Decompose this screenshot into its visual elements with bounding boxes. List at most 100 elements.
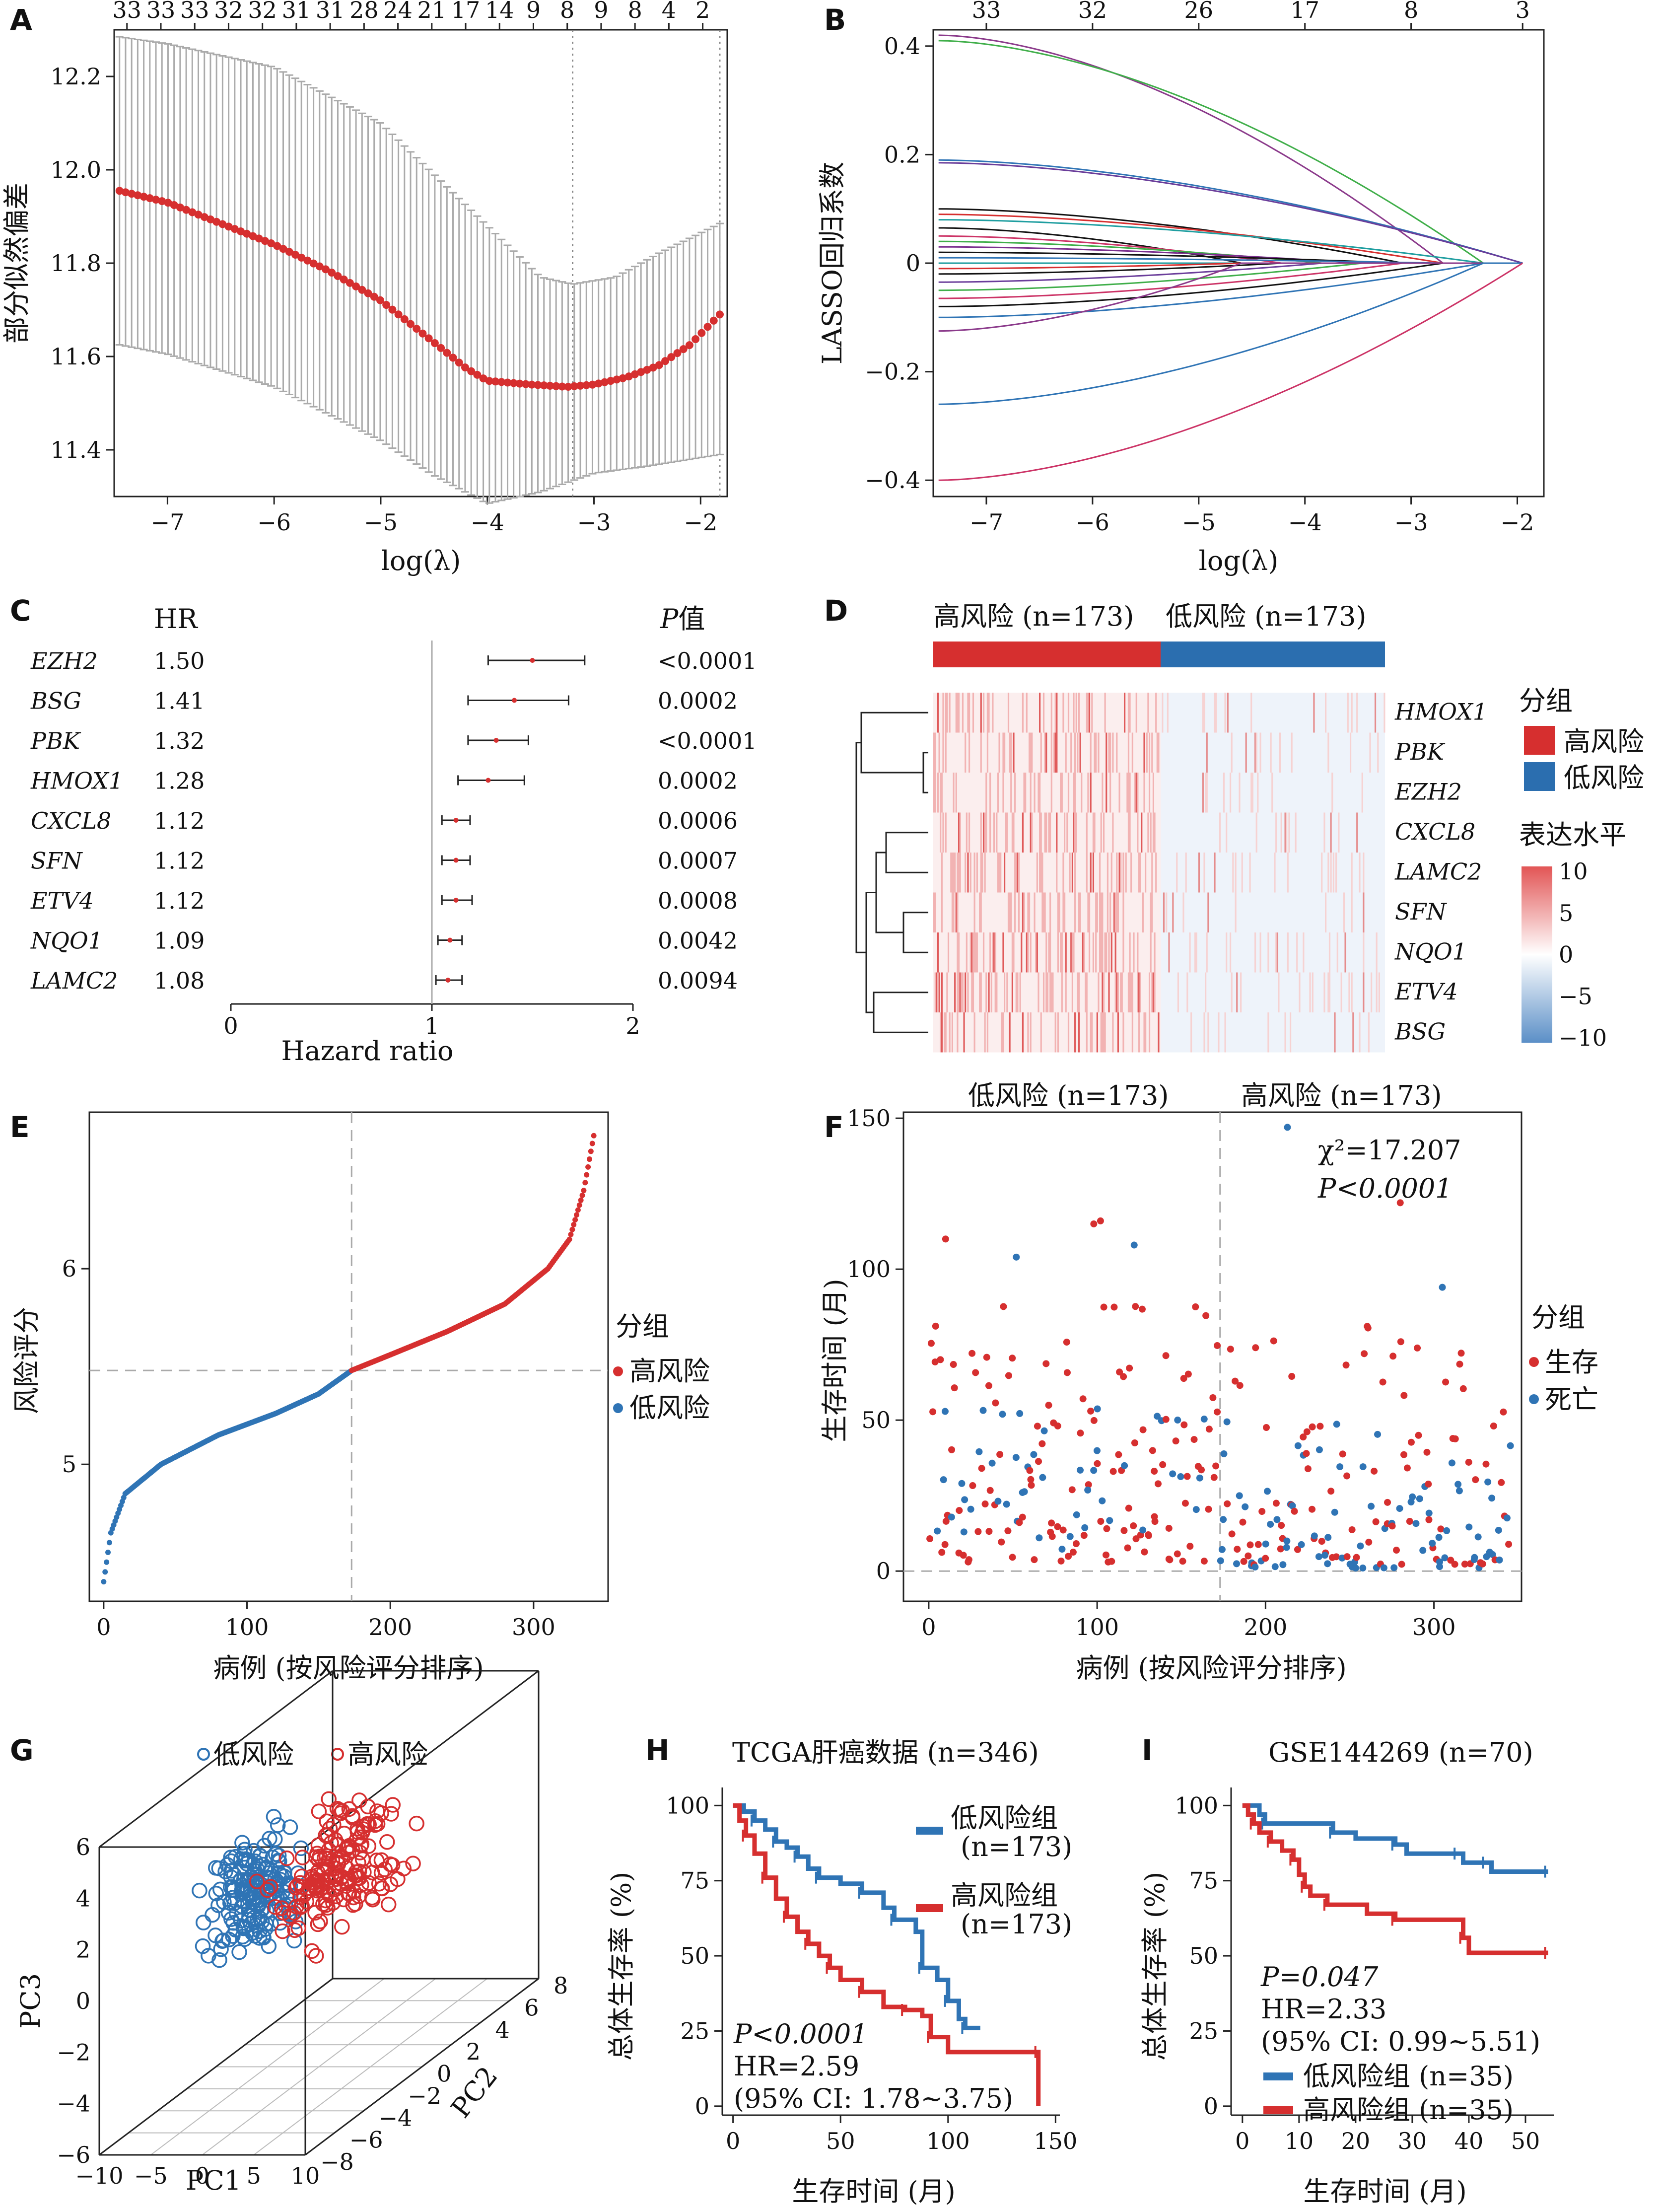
panel-h-km-curve	[733, 1803, 980, 2030]
panel-f-point	[932, 1322, 939, 1330]
panel-f-point	[999, 1411, 1006, 1418]
panel-d-cell	[1230, 932, 1232, 973]
panel-d-cell	[1087, 892, 1089, 932]
panel-g-ztick-label: 2	[76, 1936, 90, 1963]
panel-d-cell	[1021, 932, 1023, 973]
panel-d-cell	[1137, 932, 1139, 973]
panel-d-colorbar-label: 10	[1559, 858, 1588, 885]
panel-f-point	[1495, 1526, 1502, 1534]
panel-a-point	[430, 339, 439, 348]
panel-f-point	[1132, 1303, 1139, 1310]
panel-d-cell	[1017, 972, 1019, 1012]
panel-f-point	[1174, 1417, 1181, 1424]
panel-f-point	[972, 1369, 979, 1376]
panel-c-p-header-italic: P	[660, 603, 679, 635]
panel-g-point-high	[367, 1817, 383, 1833]
panel-g-box-edge	[305, 1978, 539, 2156]
panel-g-point-high	[382, 1856, 398, 1872]
panel-d-cell	[1071, 932, 1073, 973]
panel-f-point	[940, 1476, 947, 1484]
panel-f-point	[1315, 1446, 1323, 1453]
panel-f-point	[1233, 1560, 1241, 1568]
panel-a-point	[121, 188, 130, 197]
panel-f-point	[1209, 1394, 1217, 1402]
panel-f-point	[1039, 1474, 1046, 1481]
panel-f-point	[1372, 1518, 1380, 1525]
panel-d-cell	[969, 693, 970, 733]
panel-d-cell	[1195, 932, 1197, 973]
panel-d-cell	[998, 853, 1000, 893]
panel-d-cell	[1049, 932, 1051, 973]
panel-d-cell	[981, 853, 983, 893]
panel-d-cell	[1226, 932, 1228, 973]
panel-d-cell	[1109, 732, 1111, 773]
panel-d-cell	[1045, 732, 1047, 773]
panel-d-cell	[1095, 732, 1097, 773]
panel-a-point	[528, 380, 536, 389]
panel-letter-c: C	[10, 594, 31, 628]
panel-d-cell	[1287, 853, 1289, 893]
panel-d-cell	[1064, 812, 1066, 853]
panel-d-cell	[1239, 773, 1241, 813]
panel-d-cell	[1162, 693, 1164, 733]
panel-f-point	[1454, 1481, 1462, 1488]
panel-f-point	[1359, 1463, 1367, 1471]
panel-a-point	[473, 370, 482, 379]
panel-c-p-value: 0.0094	[658, 967, 738, 994]
panel-i-hr: HR=2.33	[1261, 1994, 1386, 2025]
panel-d-cell	[1240, 972, 1242, 1012]
panel-g-point-low	[266, 1809, 282, 1825]
panel-d-cell	[1148, 773, 1151, 813]
panel-d-cell	[1077, 732, 1079, 773]
panel-d-cell	[1351, 853, 1353, 893]
panel-d-cell	[971, 972, 973, 1012]
panel-g-point-high	[379, 1834, 395, 1850]
panel-g-point-high	[380, 1896, 397, 1913]
panel-f-point	[1258, 1508, 1266, 1515]
panel-d-cell	[1118, 853, 1120, 893]
panel-f-point	[1374, 1430, 1382, 1438]
panel-a-point	[594, 379, 603, 388]
panel-a-point	[382, 301, 391, 309]
panel-d-cell	[1138, 853, 1140, 893]
panel-a-point	[503, 378, 512, 387]
panel-a-top-tick-label: 31	[316, 0, 345, 23]
panel-d-cell	[1100, 812, 1102, 853]
panel-f-point	[1132, 1535, 1140, 1543]
panel-f-point	[1090, 1220, 1098, 1227]
panel-a-point	[709, 316, 718, 325]
panel-d-cell	[1347, 693, 1349, 733]
panel-d-cell	[951, 892, 953, 932]
panel-d-colorbar-label: 5	[1559, 900, 1573, 927]
panel-f-point	[960, 1528, 968, 1536]
panel-f-point	[1099, 1497, 1106, 1504]
panel-f-point	[1461, 1561, 1468, 1568]
panel-f-point	[1004, 1527, 1012, 1535]
panel-f-point	[1457, 1350, 1465, 1357]
panel-a-point	[255, 234, 263, 243]
panel-d-cell	[1259, 732, 1261, 773]
panel-d-cell	[938, 732, 940, 773]
panel-f-point	[1396, 1199, 1404, 1207]
panel-g-point-low	[262, 1831, 277, 1847]
panel-letter-a: A	[10, 3, 32, 37]
panel-f-point	[1005, 1372, 1012, 1379]
panel-a-point	[522, 380, 530, 388]
panel-d-cell	[1027, 892, 1029, 932]
panel-a-point	[388, 305, 397, 314]
panel-i-p: P=0.047	[1260, 1961, 1379, 1993]
panel-f-point	[994, 1498, 1002, 1505]
panel-a-point	[685, 341, 693, 350]
panel-d-cell	[1230, 773, 1232, 813]
panel-d-cell	[993, 812, 995, 853]
panel-a-point	[261, 237, 269, 245]
panel-e-legend-high: 高风险	[629, 1356, 710, 1387]
panel-f-point	[1429, 1540, 1436, 1547]
panel-e-point	[581, 1188, 587, 1194]
panel-d-cell	[1098, 732, 1100, 773]
panel-d-cell	[1151, 972, 1153, 1012]
panel-f-point	[1503, 1514, 1511, 1522]
panel-b-coef-path	[938, 34, 1523, 264]
panel-g-point-high	[318, 1897, 334, 1913]
panel-g-xlabel: PC1	[186, 2165, 241, 2196]
